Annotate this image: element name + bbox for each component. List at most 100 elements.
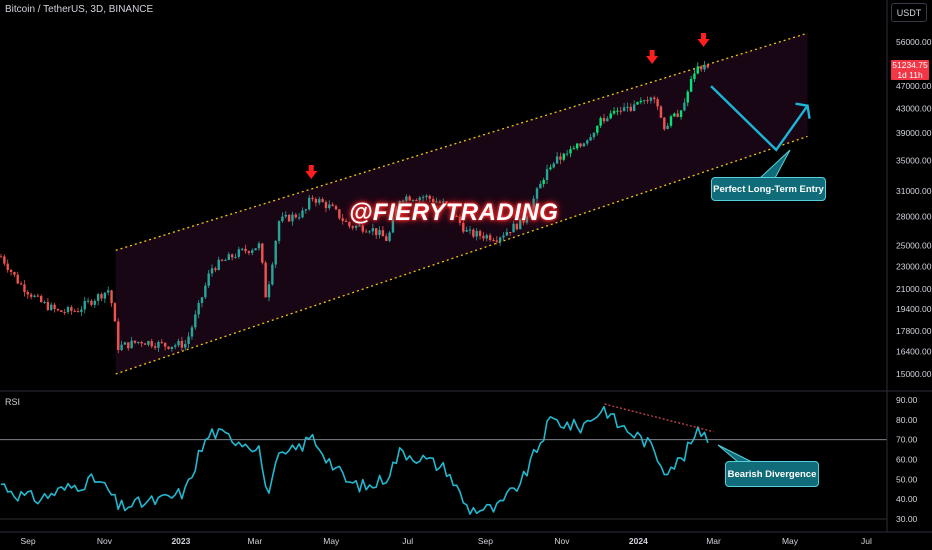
candle bbox=[271, 262, 274, 286]
candle bbox=[147, 340, 150, 347]
price-tick-label: 17800.00 bbox=[896, 326, 932, 336]
rsi-tick-label: 40.00 bbox=[896, 494, 918, 504]
candle-body bbox=[60, 310, 63, 312]
price-tick-label: 21000.00 bbox=[896, 284, 932, 294]
candle-body bbox=[656, 99, 659, 107]
candle-body bbox=[689, 79, 693, 92]
candle-body bbox=[646, 100, 649, 102]
candle bbox=[669, 114, 673, 128]
candle-body bbox=[421, 197, 425, 199]
candle bbox=[358, 223, 361, 227]
candle bbox=[281, 212, 284, 223]
candle-body bbox=[224, 259, 227, 261]
candle-body bbox=[267, 284, 271, 298]
top-arrow-marker bbox=[646, 50, 659, 64]
candle-body bbox=[291, 214, 294, 222]
candle bbox=[559, 152, 562, 165]
candle bbox=[230, 253, 234, 261]
candle-body bbox=[676, 113, 679, 117]
candle-body bbox=[542, 179, 545, 184]
candle-body bbox=[86, 300, 90, 302]
candle-body bbox=[592, 132, 596, 138]
candle-body bbox=[452, 207, 455, 216]
candle bbox=[602, 113, 606, 124]
candle bbox=[241, 247, 244, 251]
candle bbox=[187, 332, 190, 349]
arrow-stem bbox=[701, 33, 707, 39]
divergence-callout-pointer bbox=[717, 444, 753, 463]
price-tick-label: 25000.00 bbox=[896, 240, 932, 250]
candle bbox=[90, 299, 93, 307]
time-tick-label: Sep bbox=[20, 536, 35, 546]
candle bbox=[29, 292, 33, 300]
candle-body bbox=[445, 201, 448, 204]
arrow-head bbox=[697, 39, 710, 47]
price-tick-label: 15000.00 bbox=[896, 369, 932, 379]
currency-button[interactable]: USDT bbox=[891, 3, 927, 22]
candle-body bbox=[559, 156, 562, 160]
candle-body bbox=[435, 201, 438, 203]
candle bbox=[157, 340, 160, 353]
price-tick-label: 31000.00 bbox=[896, 186, 932, 196]
candle bbox=[36, 293, 40, 298]
candle-body bbox=[284, 214, 287, 217]
candle bbox=[324, 200, 328, 213]
candle bbox=[505, 228, 509, 236]
candle-body bbox=[251, 250, 254, 253]
candle-body bbox=[639, 100, 643, 103]
candle-body bbox=[599, 118, 602, 126]
rsi-tick-label: 70.00 bbox=[896, 435, 918, 445]
candle-body bbox=[686, 91, 689, 103]
candle bbox=[693, 69, 696, 82]
candle-body bbox=[619, 110, 622, 112]
candle bbox=[381, 226, 385, 237]
candle-body bbox=[438, 201, 442, 203]
candle bbox=[649, 96, 653, 104]
candle-body bbox=[405, 196, 408, 201]
candle-body bbox=[622, 107, 626, 112]
candle bbox=[261, 242, 264, 265]
candle bbox=[0, 253, 3, 258]
candle-body bbox=[9, 270, 13, 272]
rsi-label: RSI bbox=[5, 397, 21, 407]
candle-body bbox=[696, 66, 699, 74]
candle-body bbox=[495, 240, 498, 242]
candle-body bbox=[214, 268, 217, 270]
candle bbox=[83, 296, 86, 314]
price-tick-label: 39000.00 bbox=[896, 128, 932, 138]
candle bbox=[257, 241, 261, 251]
candle bbox=[318, 196, 321, 206]
symbol-title: Bitcoin / TetherUS, 3D, BINANCE bbox=[5, 4, 154, 15]
candle bbox=[56, 308, 60, 312]
candle-body bbox=[73, 310, 76, 312]
candle bbox=[442, 198, 445, 204]
candle-body bbox=[227, 254, 230, 260]
candle-body bbox=[636, 102, 639, 105]
candle-body bbox=[663, 117, 666, 130]
candle-body bbox=[703, 64, 706, 70]
price-tick-label: 35000.00 bbox=[896, 155, 932, 165]
candle-body bbox=[649, 97, 653, 101]
candle-body bbox=[90, 300, 93, 305]
candle bbox=[616, 107, 619, 116]
candle-body bbox=[629, 106, 632, 111]
candle bbox=[539, 180, 542, 189]
candle-body bbox=[204, 285, 207, 298]
candle bbox=[606, 116, 609, 122]
candle-body bbox=[311, 197, 314, 199]
candle bbox=[234, 253, 237, 259]
candle-body bbox=[572, 148, 576, 150]
candle-body bbox=[19, 283, 23, 285]
candle-body bbox=[341, 218, 344, 221]
candle-body bbox=[582, 143, 586, 147]
candle-body bbox=[428, 195, 431, 199]
candle-body bbox=[498, 237, 502, 242]
candle-body bbox=[519, 218, 522, 230]
candle-body bbox=[0, 256, 3, 258]
candle bbox=[341, 213, 344, 225]
candle bbox=[26, 290, 29, 299]
candle-body bbox=[643, 100, 646, 102]
candle bbox=[217, 256, 220, 271]
divergence-callout: Bearish Divergence bbox=[725, 461, 819, 487]
candle-body bbox=[586, 140, 589, 144]
